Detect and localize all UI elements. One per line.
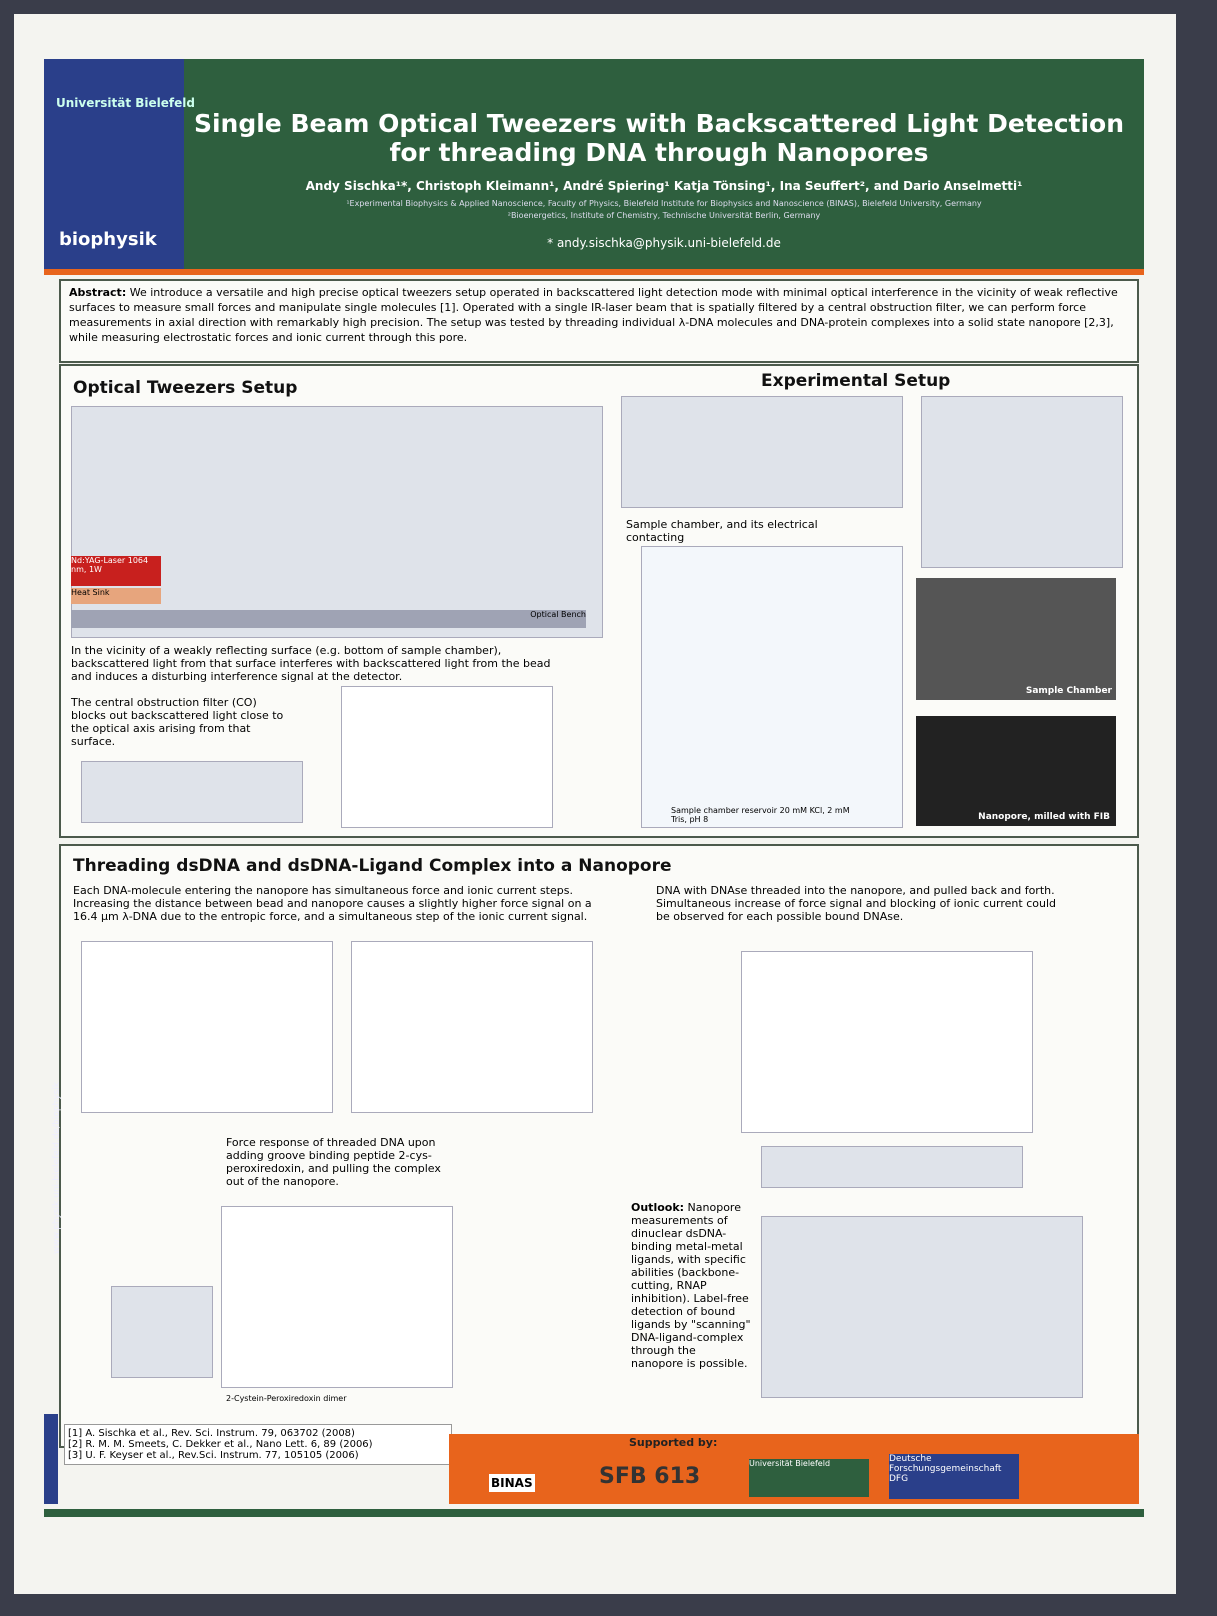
section-title: Threading dsDNA and dsDNA-Ligand Complex… (73, 856, 672, 876)
section-title: Optical Tweezers Setup (73, 378, 297, 398)
electrode-diagram (641, 546, 903, 828)
sponsor: SFB 613 (599, 1464, 700, 1489)
paragraph: In the vicinity of a weakly reflecting s… (71, 644, 551, 683)
title-line: Single Beam Optical Tweezers with Backsc… (184, 109, 1134, 138)
caption: Sample chamber, and its electrical conta… (626, 518, 826, 544)
logo: biophysik (59, 229, 157, 250)
references: [1] A. Sischka et al., Rev. Sci. Instrum… (64, 1424, 452, 1465)
plot (741, 951, 1033, 1133)
interference-sketch (81, 761, 303, 823)
photo-label: Sample Chamber (1026, 686, 1112, 696)
plot (351, 941, 593, 1113)
title: Single Beam Optical Tweezers with Backsc… (184, 109, 1134, 167)
paragraph: Outlook: Nanopore measurements of dinucl… (631, 1201, 751, 1370)
optical-bench: Optical Bench (71, 610, 586, 628)
sponsor: Deutsche Forschungsgemeinschaft DFG (889, 1454, 1019, 1499)
page: Universität Bielefeld biophysik Single B… (0, 0, 1217, 1616)
footer: Supported by: BINAS SFB 613 Universität … (449, 1434, 1139, 1504)
title-line: for threading DNA through Nanopores (184, 138, 1134, 167)
abstract: Abstract: We introduce a versatile and h… (59, 279, 1139, 363)
paragraph: The central obstruction filter (CO) bloc… (71, 696, 291, 748)
force-plot (341, 686, 553, 828)
poster: Universität Bielefeld biophysik Single B… (14, 14, 1176, 1594)
photo: Sample Chamber (916, 578, 1116, 700)
sponsor: BINAS (489, 1474, 535, 1492)
plot (221, 1206, 453, 1388)
photo: Nanopore, milled with FIB (916, 716, 1116, 826)
authors: Andy Sischka¹*, Christoph Kleimann¹, And… (194, 179, 1134, 193)
outlook-text: Nanopore measurements of dinuclear dsDNA… (631, 1201, 751, 1370)
protein (111, 1286, 213, 1378)
section: Threading dsDNA and dsDNA-Ligand Complex… (59, 844, 1139, 1448)
caption: 2-Cystein-Peroxiredoxin dimer (226, 1394, 347, 1403)
paragraph: DNA with DNAse threaded into the nanopor… (656, 884, 1056, 923)
affiliation: ¹Experimental Biophysics & Applied Nanos… (194, 199, 1134, 208)
laser: Nd:YAG-Laser 1064 nm, 1W (71, 556, 161, 586)
university: Universität Bielefeld (56, 96, 195, 110)
section-title: Experimental Setup (761, 371, 950, 391)
affiliation: ²Bioenergetics, Institute of Chemistry, … (194, 211, 1134, 220)
rule (44, 269, 1144, 275)
photo-label: Nanopore, milled with FIB (978, 812, 1110, 822)
paragraph: Each DNA-molecule entering the nanopore … (73, 884, 613, 923)
heat-sink: Heat Sink (71, 588, 161, 604)
outlook-label: Outlook: (631, 1201, 684, 1214)
reference: [2] R. M. M. Smeets, C. Dekker et al., N… (68, 1439, 448, 1450)
rule (44, 1509, 1144, 1517)
reference: [3] U. F. Keyser et al., Rev.Sci. Instru… (68, 1450, 448, 1461)
bead-diagram (921, 396, 1123, 568)
side-strip (44, 1414, 58, 1504)
caption: Sample chamber reservoir 20 mM KCl, 2 mM… (671, 806, 851, 824)
plot (81, 941, 333, 1113)
pore-sketch (761, 1146, 1023, 1188)
abstract-text: We introduce a versatile and high precis… (69, 286, 1118, 344)
paragraph: Force response of threaded DNA upon addi… (226, 1136, 456, 1188)
sponsor: Universität Bielefeld (749, 1459, 869, 1497)
abstract-label: Abstract: (69, 286, 126, 299)
website: www.physik.uni-bielefeld.de/biophysik (52, 1082, 62, 1254)
reference: [1] A. Sischka et al., Rev. Sci. Instrum… (68, 1428, 448, 1439)
chamber-diagram (621, 396, 903, 508)
email: * andy.sischka@physik.uni-bielefeld.de (194, 236, 1134, 250)
supported-by: Supported by: (629, 1436, 717, 1449)
section: Optical Tweezers Setup Nd:YAG-Laser 1064… (59, 364, 1139, 838)
outlook-sketches (761, 1216, 1083, 1398)
